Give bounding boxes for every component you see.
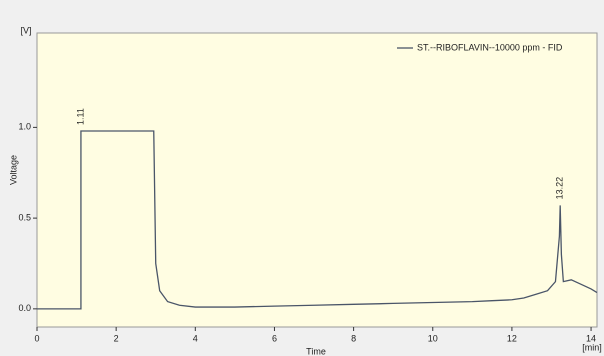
legend-label: ST.--RIBOFLAVIN--10000 ppm - FID bbox=[417, 42, 563, 52]
x-tick-label: 0 bbox=[34, 333, 39, 343]
y-tick-label: 1.0 bbox=[18, 122, 31, 132]
x-tick-label: 14 bbox=[586, 333, 596, 343]
y-axis-label: Voltage bbox=[8, 155, 18, 185]
x-tick-label: 6 bbox=[272, 333, 277, 343]
y-tick-label: 0.0 bbox=[18, 303, 31, 313]
peak-label: 13.22 bbox=[555, 177, 565, 200]
y-unit: [V] bbox=[20, 25, 31, 35]
x-tick-label: 8 bbox=[351, 333, 356, 343]
peak-label: 1.11 bbox=[75, 108, 85, 125]
x-tick-label: 2 bbox=[114, 333, 119, 343]
plot-area bbox=[36, 32, 598, 328]
y-tick-label: 0.5 bbox=[18, 212, 31, 222]
x-tick-label: 10 bbox=[428, 333, 438, 343]
x-tick-label: 12 bbox=[507, 333, 517, 343]
x-unit: [min] bbox=[582, 342, 602, 352]
x-tick-label: 4 bbox=[193, 333, 198, 343]
x-axis-label: Time bbox=[306, 346, 326, 356]
series-line bbox=[37, 130, 598, 310]
